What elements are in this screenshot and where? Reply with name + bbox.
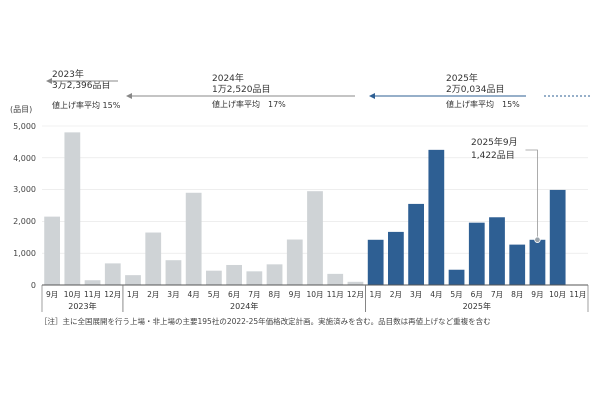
summary-2025: 2025年 2万0,034品目 値上げ率平均 15% bbox=[446, 72, 520, 109]
bar bbox=[509, 244, 526, 285]
summary-year: 2024年 bbox=[212, 72, 244, 84]
bar bbox=[84, 280, 101, 285]
x-tick-label: 8月 bbox=[268, 290, 280, 299]
x-tick-label: 4月 bbox=[430, 290, 442, 299]
bar bbox=[489, 217, 505, 285]
x-tick-label: 9月 bbox=[289, 290, 301, 299]
y-unit-label: (品目) bbox=[10, 105, 32, 114]
x-tick-label: 7月 bbox=[248, 290, 260, 299]
summary-rate: 値上げ率平均 17% bbox=[212, 99, 286, 109]
bar bbox=[165, 260, 182, 285]
y-tick-label: 2,000 bbox=[13, 217, 36, 226]
bar bbox=[367, 239, 384, 285]
x-tick-label: 8月 bbox=[511, 290, 523, 299]
summary-year: 2025年 bbox=[446, 72, 478, 84]
year-group-label: 2025年 bbox=[463, 301, 491, 311]
bar bbox=[347, 281, 364, 285]
bar bbox=[185, 192, 202, 285]
arrow-2024 bbox=[126, 93, 355, 99]
year-group-label: 2024年 bbox=[230, 301, 258, 311]
bar bbox=[388, 231, 404, 285]
bar bbox=[468, 222, 485, 285]
x-tick-label: 11月 bbox=[569, 290, 586, 299]
callout-line2: 1,422品目 bbox=[471, 150, 515, 161]
bar bbox=[428, 149, 445, 285]
x-tick-label: 5月 bbox=[208, 290, 220, 299]
x-tick-label: 2月 bbox=[147, 290, 159, 299]
summary-2023: 2023年 3万2,396品目 値上げ率平均 15% bbox=[52, 68, 121, 110]
bar bbox=[206, 270, 222, 285]
bar bbox=[549, 189, 566, 285]
summary-count: 3万2,396品目 bbox=[52, 80, 111, 91]
bar bbox=[307, 191, 323, 285]
x-tick-label: 12月 bbox=[104, 290, 121, 299]
bar bbox=[226, 264, 242, 285]
callout-sep-2025: 2025年9月 1,422品目 bbox=[471, 136, 541, 243]
bar bbox=[44, 216, 60, 285]
arrow-2023 bbox=[46, 78, 118, 84]
y-tick-label: 3,000 bbox=[13, 185, 36, 194]
x-tick-label: 3月 bbox=[167, 290, 179, 299]
x-tick-label: 6月 bbox=[471, 290, 483, 299]
bar bbox=[104, 263, 121, 285]
y-tick-label: 0 bbox=[31, 281, 36, 290]
x-tick-label: 11月 bbox=[84, 290, 101, 299]
summary-count: 1万2,520品目 bbox=[212, 84, 271, 95]
bar bbox=[145, 232, 162, 285]
callout-line1: 2025年9月 bbox=[471, 136, 518, 148]
x-tick-label: 10月 bbox=[64, 290, 81, 299]
x-tick-label: 12月 bbox=[347, 290, 364, 299]
arrow-2025 bbox=[369, 93, 590, 99]
x-tick-label: 2月 bbox=[390, 290, 402, 299]
bar bbox=[327, 273, 344, 285]
callout-marker bbox=[534, 236, 541, 243]
bar bbox=[266, 264, 283, 285]
x-tick-label: 9月 bbox=[531, 290, 543, 299]
x-tick-label: 11月 bbox=[327, 290, 344, 299]
x-tick-label: 5月 bbox=[450, 290, 462, 299]
x-tick-label: 1月 bbox=[370, 290, 382, 299]
bar bbox=[408, 203, 424, 285]
summary-2024: 2024年 1万2,520品目 値上げ率平均 17% bbox=[212, 72, 286, 109]
y-tick-label: 5,000 bbox=[13, 122, 36, 131]
x-tick-labels: 9月 10月 11月 12月 1月 2月 3月 4月 5月 6月 7月 8月 9月 10月 11月 12月 1月… bbox=[46, 290, 586, 299]
x-tick-label: 6月 bbox=[228, 290, 240, 299]
bar bbox=[64, 132, 81, 285]
x-tick-label: 9月 bbox=[46, 290, 58, 299]
year-group-label: 2023年 bbox=[68, 301, 96, 311]
summary-year: 2023年 bbox=[52, 68, 84, 80]
y-tick-label: 4,000 bbox=[13, 154, 36, 163]
footnote: ［注］主に全国展開を行う上場・非上場の主要195社の2022-25年価格改定計画… bbox=[40, 317, 491, 326]
x-tick-label: 3月 bbox=[410, 290, 422, 299]
summary-rate: 値上げ率平均 15% bbox=[52, 100, 121, 110]
bar bbox=[125, 275, 141, 285]
x-tick-label: 10月 bbox=[306, 290, 323, 299]
bar bbox=[246, 271, 263, 285]
bar bbox=[529, 239, 546, 285]
bar bbox=[286, 239, 303, 285]
summary-count: 2万0,034品目 bbox=[446, 84, 505, 95]
callout-leader-line bbox=[525, 149, 538, 237]
bar bbox=[448, 269, 465, 285]
y-tick-label: 1,000 bbox=[13, 249, 36, 258]
x-tick-label: 4月 bbox=[188, 290, 200, 299]
x-tick-label: 10月 bbox=[549, 290, 566, 299]
y-axis: 5,000 4,000 3,000 2,000 1,000 0 bbox=[13, 122, 36, 290]
bar-series bbox=[44, 132, 566, 285]
x-tick-label: 1月 bbox=[127, 290, 139, 299]
summary-rate: 値上げ率平均 15% bbox=[446, 99, 520, 109]
year-groups: 2023年 2024年 2025年 bbox=[41, 285, 589, 312]
x-tick-label: 7月 bbox=[491, 290, 503, 299]
